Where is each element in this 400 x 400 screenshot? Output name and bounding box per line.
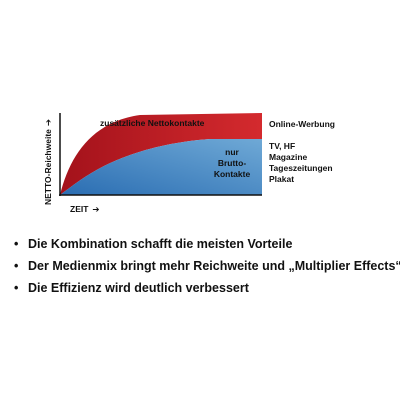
reach-chart: NETTO-Reichweite➔ ZEIT ➔ zusätzliche Nett… (43, 113, 335, 214)
blue-area-label-1: nur (225, 147, 239, 157)
media-label-tv-hf: TV, HF (269, 141, 295, 151)
media-label-plakat: Plakat (269, 174, 294, 184)
online-werbung-label: Online-Werbung (269, 119, 335, 129)
red-area (60, 113, 262, 195)
media-label-tageszeitungen: Tageszeitungen (269, 163, 333, 173)
blue-area (60, 139, 262, 195)
media-label-magazine: Magazine (269, 152, 308, 162)
x-axis-label: ZEIT ➔ (70, 204, 100, 214)
blue-area-label-2: Brutto- (218, 158, 246, 168)
bullet-text: Die Kombination schafft die meisten Vort… (28, 237, 293, 251)
bullet-text: Der Medienmix bringt mehr Reichweite und… (28, 259, 400, 273)
red-area-label: zusätzliche Nettokontakte (100, 118, 205, 128)
bullet-text: Die Effizienz wird deutlich verbessert (28, 281, 249, 295)
y-axis-label: NETTO-Reichweite➔ (43, 119, 53, 205)
bullet-item: • Der Medienmix bringt mehr Reichweite un… (14, 255, 400, 277)
blue-area-label-3: Kontakte (214, 169, 251, 179)
bullet-icon: • (14, 237, 19, 251)
bullet-item: • Die Kombination schafft die meisten Vor… (14, 233, 400, 255)
bullet-icon: • (14, 281, 19, 295)
bullet-icon: • (14, 259, 19, 273)
bullet-list: • Die Kombination schafft die meisten Vor… (14, 233, 400, 299)
bullet-item: • Die Effizienz wird deutlich verbessert (14, 277, 400, 299)
